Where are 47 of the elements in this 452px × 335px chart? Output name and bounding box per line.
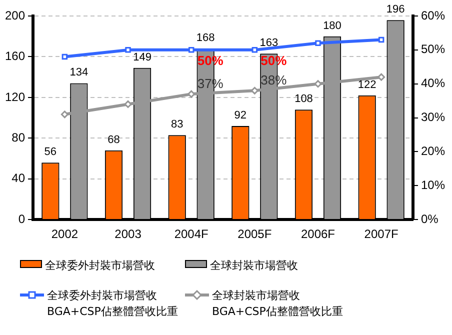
point — [315, 40, 321, 46]
point — [60, 110, 68, 118]
x-tick-label: 2002 — [51, 227, 78, 242]
data-label: 108 — [294, 93, 313, 106]
point — [124, 100, 132, 108]
legend-label: 全球封裝市場營收 — [210, 258, 299, 274]
y2-tick-label: 30% — [420, 110, 446, 124]
data-label: 56 — [44, 146, 57, 158]
data-label: 180 — [323, 20, 342, 32]
point — [188, 47, 194, 53]
point — [125, 47, 131, 53]
data-label: 92 — [234, 109, 247, 122]
point — [314, 80, 322, 88]
data-label: 134 — [70, 66, 88, 79]
y-tick-label: 40 — [12, 171, 26, 186]
x-tick-label: 2005F — [238, 227, 272, 242]
data-label: 196 — [386, 4, 405, 16]
legend-label: 全球委外封裝市場營收 BGA+CSP佔整體營收比重 — [47, 288, 179, 320]
legend-label: 全球委外封裝市場營收 — [45, 258, 156, 274]
x-tick-label: 2004F — [174, 227, 208, 242]
data-label: 83 — [170, 118, 184, 131]
x-tick-label: 2006F — [300, 227, 336, 242]
y2-tick-label: 40% — [420, 76, 446, 90]
point — [62, 54, 68, 60]
y2-tick-label: 60% — [420, 8, 446, 22]
y2-tick-label: 10% — [420, 178, 446, 192]
y-tick-label: 80 — [12, 130, 26, 144]
data-label: 163 — [260, 37, 278, 50]
point — [188, 90, 196, 98]
legend-label: 全球封裝市場營收 BGA+CSP佔整體營收比重 — [212, 288, 344, 320]
data-label: 149 — [133, 51, 152, 64]
x-tick-label: 2007F — [364, 227, 398, 242]
point — [378, 36, 384, 43]
y2-tick-label: 50% — [420, 42, 446, 56]
point — [250, 86, 258, 94]
y-tick-label: 200 — [4, 8, 26, 22]
y2-tick-label: 20% — [420, 144, 446, 158]
data-label: 168 — [196, 32, 215, 44]
x-tick-label: 2003 — [114, 227, 142, 242]
y2-tick-label: 0% — [420, 212, 439, 226]
data-label: 68 — [108, 134, 120, 146]
point — [378, 73, 386, 81]
data-label: 122 — [358, 78, 376, 91]
y-tick-label: 120 — [4, 90, 26, 104]
y-tick-label: 160 — [4, 49, 26, 64]
point — [252, 47, 258, 53]
y-tick-label: 0 — [18, 212, 26, 226]
